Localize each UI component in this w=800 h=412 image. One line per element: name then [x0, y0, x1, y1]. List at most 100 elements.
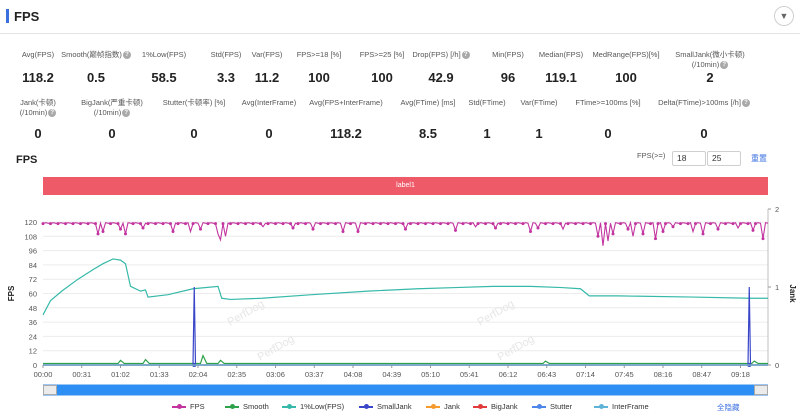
y-tick-label: 0 — [33, 361, 37, 370]
fps-point — [244, 222, 247, 226]
stat-r1-2: 1%Low(FPS) 58.5 — [104, 50, 224, 85]
stat-label-text: Median(FPS) — [538, 50, 584, 59]
x-tick-label: 06:12 — [499, 370, 518, 379]
help-icon[interactable]: ? — [122, 51, 131, 60]
help-icon[interactable]: ? — [122, 109, 131, 118]
stat-label: Avg(FPS) — [0, 50, 98, 60]
help-icon[interactable]: ? — [741, 99, 750, 108]
stat-label: FPS>=25 [%] — [322, 50, 442, 60]
legend-item-smalljank[interactable]: SmallJank — [359, 402, 412, 411]
stat-r2-3: Avg(InterFrame) 0 — [209, 98, 329, 141]
legend-item-bigjank[interactable]: BigJank — [473, 402, 518, 411]
fps-point — [491, 222, 495, 226]
fps-point — [476, 222, 480, 226]
time-range-scrollbar[interactable] — [43, 384, 768, 396]
stat-r1-3: Std(FPS) 3.3 — [166, 50, 286, 85]
label-bar[interactable]: label1 — [43, 177, 768, 195]
x-tick-label: 04:08 — [344, 370, 363, 379]
collapse-button[interactable]: ▼ — [774, 6, 794, 26]
chart-grid — [43, 221, 768, 366]
fps-point — [401, 222, 405, 226]
watermark-text: PerfDog — [226, 298, 267, 329]
fps-point — [529, 230, 532, 234]
legend-item-smooth[interactable]: Smooth — [225, 402, 269, 411]
fps-point — [424, 222, 427, 226]
stat-value: 0.5 — [86, 70, 106, 85]
fps-point — [394, 222, 397, 226]
panel-title: FPS — [14, 9, 40, 24]
help-icon[interactable]: ? — [720, 61, 729, 70]
fps-point — [356, 230, 360, 234]
range-handle-right[interactable] — [754, 385, 768, 395]
x-tick-label: 01:33 — [150, 370, 169, 379]
fps-threshold-input-1[interactable]: 18 — [672, 151, 706, 166]
fps-point — [754, 222, 757, 226]
fps-point — [656, 222, 660, 226]
fps-point — [724, 222, 727, 226]
fps-point — [611, 232, 615, 236]
fps-point — [56, 222, 60, 226]
fps-point — [64, 222, 67, 226]
stat-value: 0 — [700, 126, 708, 141]
x-axis: 00:00 00:31 01:02 01:33 02:04 02:35 03:06 03:37… — [34, 365, 750, 379]
stat-label: BigJank(严重卡顿) (/10min)? — [52, 98, 172, 118]
fps-point — [291, 226, 295, 230]
legend-marker-icon — [287, 404, 292, 410]
stat-label: FTime>=100ms [%] — [548, 98, 668, 108]
stat-label-sub: (/10min) — [691, 60, 720, 69]
stat-label-text: SmallJank(微小卡顿) — [675, 50, 745, 59]
fps-point — [86, 222, 90, 226]
fps-point — [251, 222, 255, 226]
stat-label-text: Delta(FTime)>100ms [/h] — [658, 98, 741, 107]
fps-point — [206, 222, 210, 226]
fps-point — [739, 222, 742, 226]
fps-point — [409, 222, 412, 226]
y2-tick-label: 2 — [775, 205, 779, 214]
range-handle-left[interactable] — [43, 385, 57, 395]
stat-label: FPS>=18 [%] — [259, 50, 379, 60]
stat-label-text: MedRange(FPS)[%] — [592, 50, 660, 59]
fps-point — [141, 226, 145, 230]
reset-link[interactable]: 重置 — [751, 154, 767, 163]
title-accent-bar — [6, 9, 9, 23]
stat-label-text: Avg(FTime) [ms] — [400, 98, 456, 107]
legend-item-jank[interactable]: Jank — [426, 402, 460, 411]
x-tick-label: 03:37 — [305, 370, 324, 379]
fps-point — [551, 222, 555, 226]
stat-r1-6: FPS>=25 [%] 100 — [322, 50, 442, 85]
legend-item-fps[interactable]: FPS — [172, 402, 205, 411]
fps-point — [694, 222, 697, 226]
legend-item-stutter[interactable]: Stutter — [532, 402, 572, 411]
stat-label: 1%Low(FPS) — [104, 50, 224, 60]
stat-label: Avg(FTime) [ms] — [368, 98, 488, 108]
legend-item-interframe[interactable]: InterFrame — [594, 402, 649, 411]
stat-value: 0 — [108, 126, 116, 141]
stat-label-text: Stutter(卡顿率) [%] — [162, 98, 226, 107]
x-tick-label: 06:43 — [537, 370, 556, 379]
chart-legend: FPS Smooth 1%Low(FPS) SmallJank Jank BigJank S… — [0, 402, 800, 412]
chart-title: FPS — [16, 154, 38, 166]
fps-point — [461, 222, 465, 226]
stat-value: 100 — [615, 70, 637, 85]
fps-point — [101, 230, 105, 234]
fps-point — [581, 222, 585, 226]
watermark-text: PerfDog — [496, 333, 537, 364]
stat-value: 100 — [308, 70, 330, 85]
fps-point — [566, 222, 570, 226]
stat-label-text: Smooth(巅帧指数) — [61, 50, 122, 59]
label-bar-text: label1 — [396, 182, 415, 189]
stat-r2-0: Jank(卡顿) (/10min)? 0 — [0, 98, 98, 141]
stat-label-text: Avg(FPS+InterFrame) — [309, 98, 383, 107]
stat-r2-9: Delta(FTime)>100ms [/h]? 0 — [644, 98, 764, 141]
fps-point — [259, 222, 262, 226]
help-icon[interactable]: ? — [461, 51, 470, 60]
hide-all-series-link[interactable]: 全隐藏 — [717, 403, 740, 412]
fps-threshold-input-2[interactable]: 25 — [707, 151, 741, 166]
stat-label-text: Var(FTime) — [520, 98, 558, 107]
series-line-smalljank — [43, 286, 768, 366]
stat-r1-5: FPS>=18 [%] 100 — [259, 50, 379, 85]
legend-item-1-low-fps-[interactable]: 1%Low(FPS) — [282, 402, 344, 411]
fps-point — [596, 234, 600, 238]
fps-point — [184, 222, 187, 226]
help-icon[interactable]: ? — [48, 109, 57, 118]
